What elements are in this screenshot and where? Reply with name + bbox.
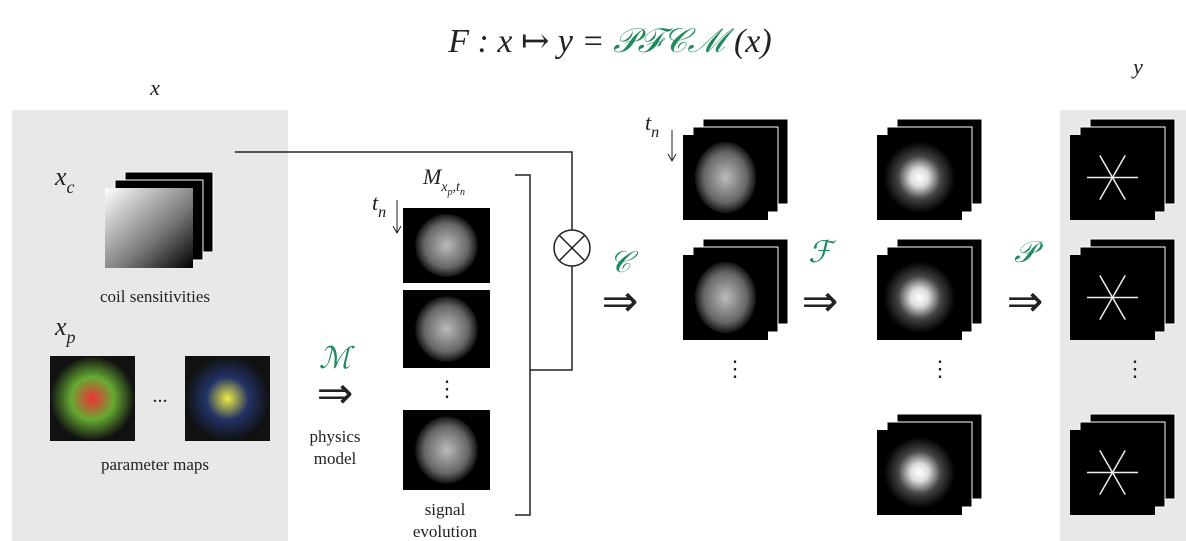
head bbox=[695, 262, 756, 333]
param-symbol-sub: p bbox=[65, 327, 76, 347]
coil-symbol-sub: c bbox=[67, 177, 75, 197]
param-caption: parameter maps bbox=[101, 455, 209, 474]
kspace-center bbox=[884, 142, 955, 213]
signal-symbol-subsub: n bbox=[460, 187, 465, 198]
param-map bbox=[185, 356, 270, 441]
time-symbol: tn bbox=[645, 110, 659, 141]
arrow: ⇒ bbox=[602, 276, 639, 327]
coil-ellipsis: ⋮ bbox=[724, 356, 746, 381]
param-symbol-base: x bbox=[54, 312, 67, 341]
head bbox=[415, 296, 478, 362]
formula-lhs: F : x ↦ y = bbox=[447, 23, 613, 60]
signal-symbol-base: M bbox=[422, 164, 443, 189]
coil-symbol-base: x bbox=[54, 162, 67, 191]
kspace-center bbox=[884, 262, 955, 333]
model-caption: physics bbox=[310, 427, 361, 446]
time-symbol: tn bbox=[372, 190, 386, 221]
formula-rhs: (x) bbox=[725, 23, 771, 60]
arrow: ⇒ bbox=[802, 276, 839, 327]
coil-operator: 𝒞 bbox=[609, 246, 639, 279]
head bbox=[695, 142, 756, 213]
fourier-operator: ℱ bbox=[808, 236, 837, 269]
model-caption: model bbox=[314, 449, 357, 468]
signal-symbol: Mxp,tn bbox=[422, 164, 465, 198]
time-arrow bbox=[393, 200, 401, 233]
arrow: ⇒ bbox=[317, 368, 354, 419]
diagram: F : x ↦ y = 𝒫ℱ𝒞ℳ (x) x y xc coil sensiti… bbox=[0, 0, 1186, 541]
param-ellipsis: ... bbox=[153, 385, 168, 407]
head bbox=[415, 416, 478, 483]
formula: F : x ↦ y = 𝒫ℱ𝒞ℳ (x) bbox=[447, 23, 771, 60]
signal-caption: signal bbox=[425, 500, 466, 519]
coil-map bbox=[105, 188, 193, 268]
sampling-operator: 𝒫 bbox=[1014, 236, 1044, 269]
head bbox=[415, 214, 478, 277]
formula-operators: 𝒫ℱ𝒞ℳ bbox=[613, 23, 734, 60]
param-map bbox=[50, 356, 135, 441]
input-label: x bbox=[149, 75, 160, 100]
output-ellipsis: ⋮ bbox=[1124, 356, 1146, 381]
coil-caption: coil sensitivities bbox=[100, 287, 210, 306]
output-label: y bbox=[1131, 54, 1143, 79]
time-sub: n bbox=[378, 204, 386, 221]
kspace-center bbox=[884, 437, 955, 508]
kspace-ellipsis: ⋮ bbox=[929, 356, 951, 381]
arrow: ⇒ bbox=[1007, 276, 1044, 327]
time-arrow bbox=[668, 130, 676, 161]
time-sub: n bbox=[651, 124, 659, 141]
signal-caption: evolution bbox=[413, 522, 478, 541]
signal-ellipsis: ⋮ bbox=[436, 376, 458, 401]
